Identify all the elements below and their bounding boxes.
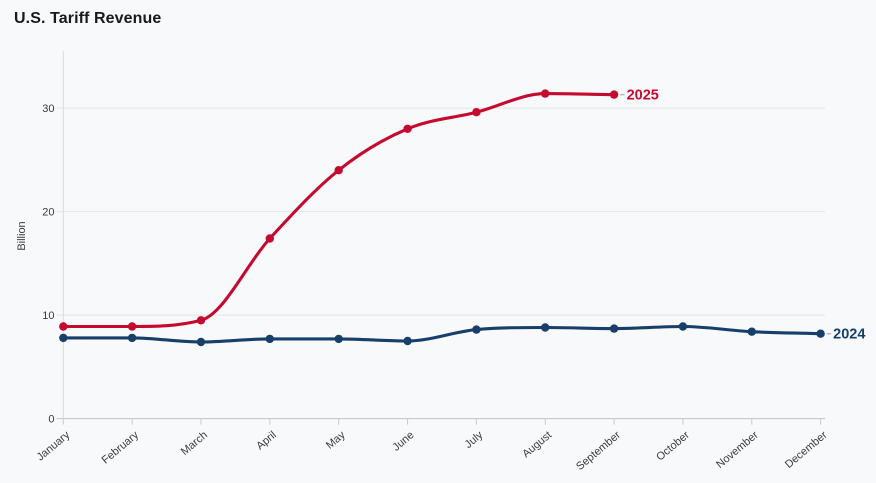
series-line-2025[interactable]	[61, 92, 616, 329]
data-point-2025-february[interactable]	[127, 322, 137, 331]
data-point-2025-april[interactable]	[265, 234, 274, 243]
data-point-2024-may[interactable]	[334, 334, 343, 344]
x-tick-label-november: November	[714, 429, 761, 471]
x-tick-label-october: October	[654, 429, 692, 464]
data-point-2025-march[interactable]	[196, 316, 206, 325]
data-point-2024-january[interactable]	[59, 333, 68, 343]
y-axis-title: Billion	[16, 221, 28, 250]
data-point-2025-september[interactable]	[609, 90, 619, 99]
y-tick-label-20: 20	[42, 207, 54, 219]
x-tick-label-august: August	[520, 429, 554, 460]
x-tick-label-july: July	[463, 429, 486, 451]
data-point-2024-april[interactable]	[265, 334, 274, 344]
chart-title: U.S. Tariff Revenue	[14, 10, 162, 27]
data-point-2024-october[interactable]	[678, 322, 688, 331]
series-label-2025: 2025	[627, 88, 659, 104]
y-tick-label-30: 30	[42, 103, 54, 115]
data-point-2024-december[interactable]	[816, 329, 825, 338]
data-point-2024-february[interactable]	[127, 333, 137, 343]
x-tick-label-march: March	[179, 429, 210, 458]
x-tick-label-december: December	[783, 429, 830, 471]
x-tick-label-may: May	[324, 429, 348, 452]
x-tick-label-june: June	[390, 429, 416, 454]
data-point-2025-may[interactable]	[334, 166, 343, 175]
x-tick-label-january: January	[35, 429, 73, 464]
data-point-2024-august[interactable]	[541, 323, 550, 332]
data-point-2024-july[interactable]	[472, 325, 481, 334]
x-tick-label-september: September	[574, 429, 623, 473]
data-point-2025-july[interactable]	[472, 108, 481, 117]
data-point-2024-june[interactable]	[403, 336, 412, 346]
x-tick-label-february: February	[100, 429, 142, 467]
data-point-2024-september[interactable]	[609, 324, 619, 333]
data-point-2024-november[interactable]	[747, 327, 756, 336]
x-tick-label-april: April	[254, 429, 279, 452]
y-tick-label-10: 10	[42, 310, 54, 322]
series-line-2024[interactable]	[61, 324, 823, 344]
data-point-2025-june[interactable]	[403, 124, 412, 133]
data-point-2024-march[interactable]	[196, 337, 206, 347]
data-point-2025-january[interactable]	[59, 322, 68, 331]
series-label-2024: 2024	[833, 327, 865, 343]
y-tick-label-0: 0	[48, 414, 54, 426]
data-point-2025-august[interactable]	[541, 89, 550, 98]
